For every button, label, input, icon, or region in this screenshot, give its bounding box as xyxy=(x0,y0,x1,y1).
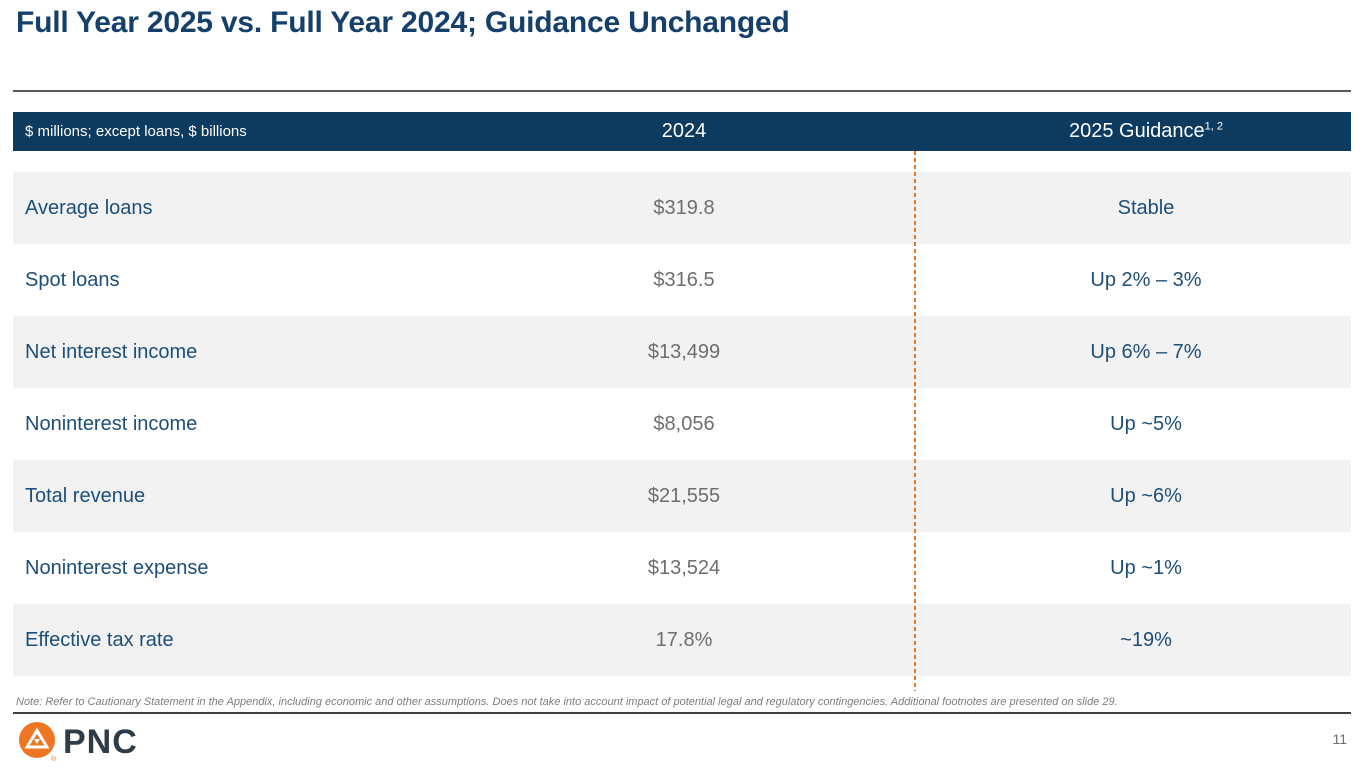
row-value-2024: $316.5 xyxy=(653,268,715,291)
row-value-2024: $21,555 xyxy=(647,484,721,507)
row-guidance-2025: Up 2% – 3% xyxy=(1090,268,1202,291)
page-number: 11 xyxy=(1332,731,1347,747)
column-header-2025-guidance-label: 2025 Guidance xyxy=(1068,120,1205,142)
row-label: Net interest income xyxy=(25,340,198,363)
row-label: Noninterest income xyxy=(25,412,198,435)
row-value-2024: $13,499 xyxy=(647,340,721,363)
pnc-emblem-icon: ® xyxy=(18,721,58,763)
row-label: Average loans xyxy=(25,196,153,219)
table-row: Net interest income $13,499 Up 6% – 7% xyxy=(13,316,1351,388)
footnote-text: Note: Refer to Cautionary Statement in t… xyxy=(16,696,1118,708)
row-value-2024: 17.8% xyxy=(655,628,713,651)
title-divider-line xyxy=(13,90,1351,92)
orange-dashed-divider xyxy=(914,151,916,691)
slide-title: Full Year 2025 vs. Full Year 2024; Guida… xyxy=(16,6,790,39)
table-row: Total revenue $21,555 Up ~6% xyxy=(13,460,1351,532)
row-value-2024: $8,056 xyxy=(653,412,715,435)
row-guidance-2025: Up ~6% xyxy=(1110,484,1182,507)
row-guidance-2025: Up ~5% xyxy=(1110,412,1182,435)
table-header-row: $ millions; except loans, $ billions 202… xyxy=(13,112,1351,151)
row-guidance-2025: ~19% xyxy=(1120,628,1172,651)
pnc-logo: ® PNC xyxy=(18,721,138,763)
guidance-table: $ millions; except loans, $ billions 202… xyxy=(13,112,1351,676)
svg-text:®: ® xyxy=(51,755,57,763)
footer-divider-line xyxy=(13,712,1351,714)
row-label: Total revenue xyxy=(25,484,146,507)
table-row: Effective tax rate 17.8% ~19% xyxy=(13,604,1351,676)
row-label: Spot loans xyxy=(25,268,120,291)
row-guidance-2025: Up ~1% xyxy=(1110,556,1182,579)
column-header-2024: 2024 xyxy=(661,120,707,142)
row-label: Noninterest expense xyxy=(25,556,209,579)
table-row: Noninterest income $8,056 Up ~5% xyxy=(13,388,1351,460)
table-row: Spot loans $316.5 Up 2% – 3% xyxy=(13,244,1351,316)
row-guidance-2025: Up 6% – 7% xyxy=(1090,340,1202,363)
row-value-2024: $13,524 xyxy=(647,556,721,579)
pnc-wordmark: PNC xyxy=(63,723,138,761)
table-body: Average loans $319.8 Stable Spot loans $316.… xyxy=(13,172,1351,676)
table-unit-label: $ millions; except loans, $ billions xyxy=(25,123,247,140)
footnote-superscript: 1, 2 xyxy=(1204,120,1224,133)
table-row: Average loans $319.8 Stable xyxy=(13,172,1351,244)
row-value-2024: $319.8 xyxy=(653,196,715,219)
row-guidance-2025: Stable xyxy=(1117,196,1175,219)
column-header-2025-guidance: 2025 Guidance1, 2 xyxy=(915,120,1351,143)
table-row: Noninterest expense $13,524 Up ~1% xyxy=(13,532,1351,604)
row-label: Effective tax rate xyxy=(25,628,174,651)
